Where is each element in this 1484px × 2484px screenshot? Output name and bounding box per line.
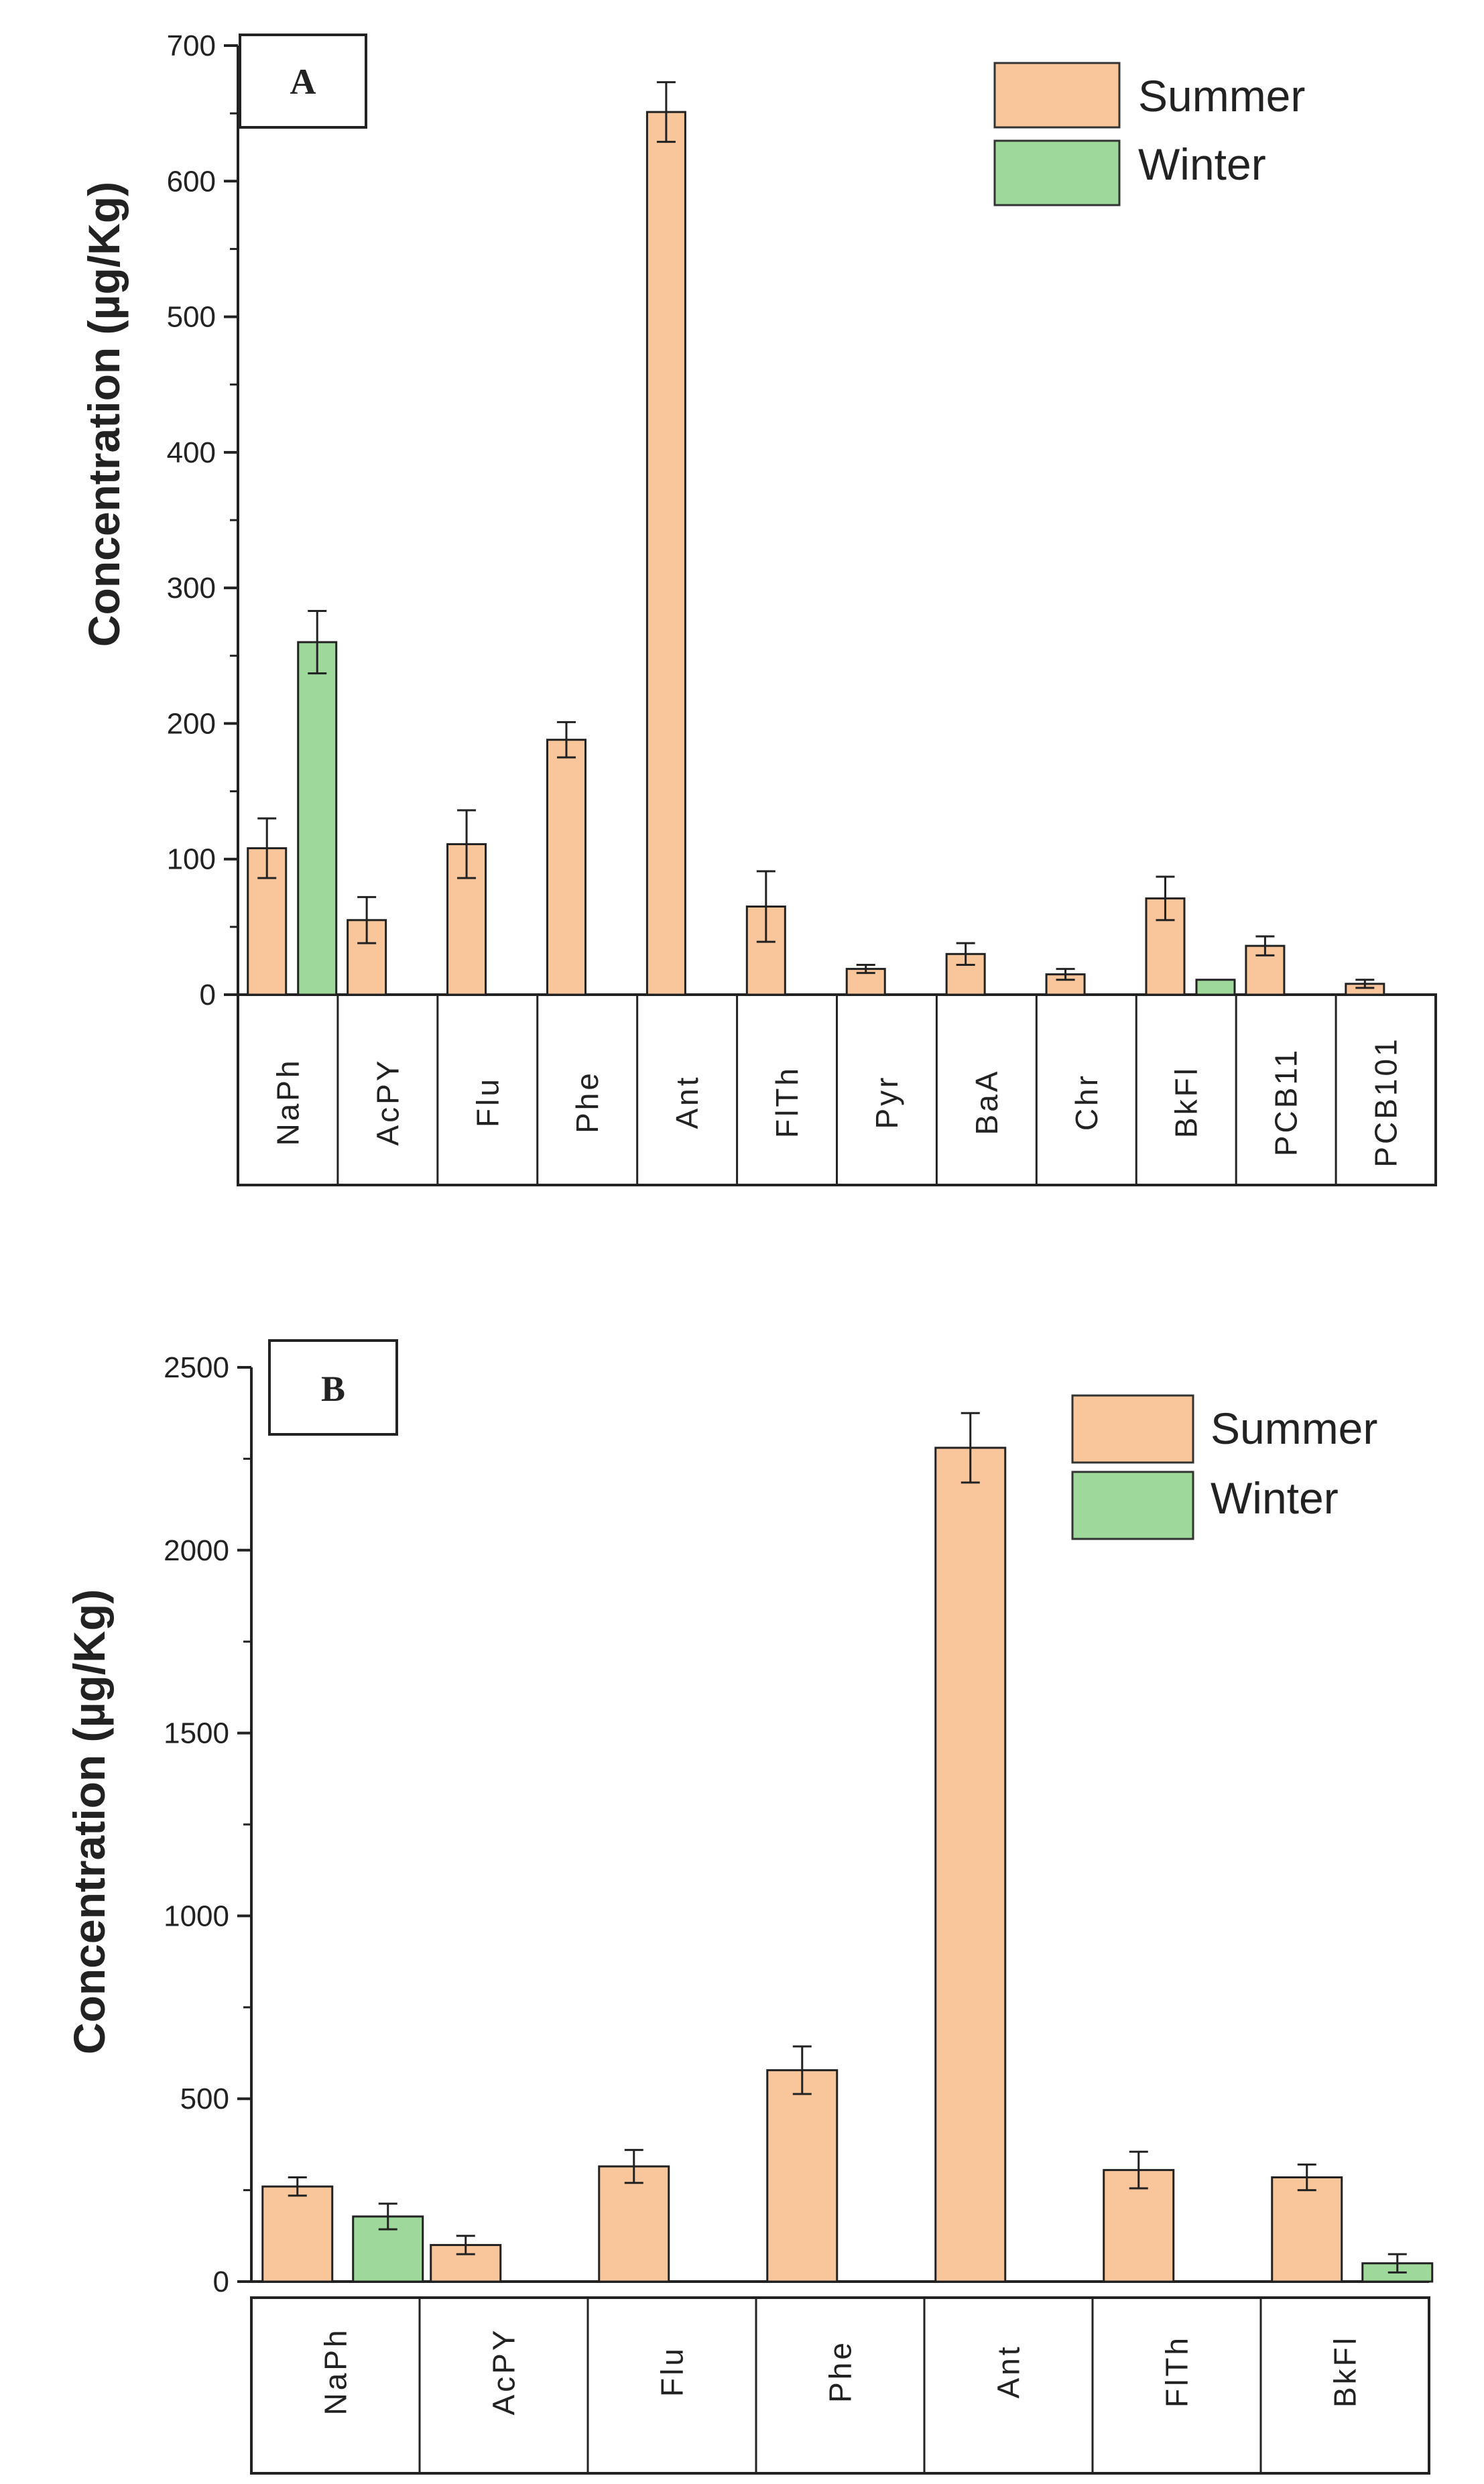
bars bbox=[261, 1412, 1434, 2283]
category-label-ant: Ant bbox=[991, 2344, 1026, 2398]
bars bbox=[247, 81, 1385, 996]
chart-panel-a: 0 100 200 300 400 500 600 700 NaPh AcPY Flu Phe Ant F… bbox=[79, 29, 1437, 1186]
error-bar-summer-chr bbox=[1056, 968, 1075, 981]
legend-swatch-summer bbox=[1071, 1394, 1194, 1464]
bar-summer-phe bbox=[546, 739, 586, 996]
y-tick-label: 200 bbox=[167, 707, 216, 740]
error-bar-summer-pyr bbox=[856, 963, 875, 975]
legend: Summer Winter bbox=[1071, 1394, 1377, 1540]
y-tick-label: 0 bbox=[213, 2265, 229, 2298]
legend: Summer Winter bbox=[993, 62, 1305, 206]
error-bar-winter-bkfl bbox=[1387, 2253, 1407, 2274]
category-label-bkfl: BkFl bbox=[1328, 2335, 1363, 2408]
error-bar-summer-pcb101 bbox=[1355, 979, 1375, 989]
y-tick-label: 300 bbox=[167, 572, 216, 605]
bar-summer-flu bbox=[598, 2165, 670, 2283]
category-label-bkfl: BkFl bbox=[1169, 1066, 1204, 1138]
category-label-acpy: AcPY bbox=[487, 2327, 521, 2415]
chart-panel-b: 0 500 1000 1500 2000 2500 NaPh AcPY Flu Phe Ant FlT… bbox=[64, 1339, 1434, 2475]
category-label-phe: Phe bbox=[823, 2340, 858, 2403]
panel-label: A bbox=[290, 62, 316, 102]
y-tick-label: 600 bbox=[167, 165, 216, 198]
legend-label-winter: Winter bbox=[1138, 139, 1266, 189]
y-tick-label: 1000 bbox=[164, 1900, 229, 1932]
error-bar-summer-flth bbox=[1129, 2150, 1148, 2190]
panel-label-frame bbox=[268, 1339, 398, 1436]
error-bar-summer-flu bbox=[457, 809, 477, 879]
y-tick-label: 400 bbox=[167, 436, 216, 469]
legend-swatch-summer bbox=[993, 62, 1121, 129]
category-label-flu: Flu bbox=[470, 1076, 505, 1127]
category-label-ant: Ant bbox=[670, 1074, 704, 1129]
bar-winter-naph bbox=[297, 641, 338, 996]
panel-label-frame bbox=[239, 34, 367, 129]
y-tick-label: 0 bbox=[200, 979, 216, 1011]
y-axis-title: Concentration (µg/Kg) bbox=[64, 1589, 114, 2054]
category-label-chr: Chr bbox=[1069, 1073, 1104, 1131]
legend-label-summer: Summer bbox=[1211, 1404, 1377, 1453]
y-tick-label: 700 bbox=[167, 29, 216, 62]
panel-label-box: A bbox=[239, 34, 367, 129]
bar-summer-phe bbox=[766, 2069, 839, 2283]
y-axis-title: Concentration (µg/Kg) bbox=[79, 182, 129, 647]
y-tick-label: 500 bbox=[180, 2083, 229, 2115]
error-bar-summer-phe bbox=[792, 2045, 812, 2095]
legend-swatch-winter bbox=[993, 139, 1121, 206]
y-tick-label: 1500 bbox=[164, 1717, 229, 1750]
category-label-flu: Flu bbox=[655, 2346, 690, 2397]
error-bar-summer-acpy bbox=[357, 895, 377, 944]
error-bar-summer-phe bbox=[556, 721, 576, 759]
category-label-naph: NaPh bbox=[270, 1058, 305, 1145]
bar-summer-ant bbox=[645, 111, 686, 996]
category-label-flth: FlTh bbox=[769, 1066, 804, 1138]
bar-summer-bkfl bbox=[1271, 2176, 1343, 2283]
bar-winter-bkfl bbox=[1195, 979, 1236, 996]
legend-label-summer: Summer bbox=[1138, 71, 1305, 121]
y-tick-label: 2500 bbox=[164, 1351, 229, 1384]
category-label-acpy: AcPY bbox=[370, 1058, 405, 1145]
panel-label-box: B bbox=[268, 1339, 398, 1436]
y-tick-label: 500 bbox=[167, 301, 216, 334]
axes: 0 100 200 300 400 500 600 700 NaPh AcPY Flu Phe Ant F… bbox=[167, 29, 1437, 1186]
category-label-pcb11: PCB11 bbox=[1269, 1048, 1304, 1156]
legend-label-winter: Winter bbox=[1211, 1473, 1339, 1523]
error-bar-summer-naph bbox=[288, 2176, 307, 2197]
category-table bbox=[250, 2296, 1430, 2475]
error-bar-summer-ant bbox=[656, 81, 676, 143]
category-label-naph: NaPh bbox=[318, 2327, 353, 2415]
category-label-flth: FlTh bbox=[1160, 2335, 1194, 2408]
legend-swatch-winter bbox=[1071, 1471, 1194, 1540]
error-bar-summer-baa bbox=[956, 942, 975, 966]
y-tick-label: 100 bbox=[167, 843, 216, 876]
category-label-pyr: Pyr bbox=[869, 1075, 904, 1129]
error-bar-summer-naph bbox=[257, 817, 277, 879]
error-bar-summer-bkfl bbox=[1156, 875, 1175, 922]
category-label-baa: BaA bbox=[969, 1069, 1004, 1135]
panel-label: B bbox=[321, 1369, 345, 1409]
error-bar-summer-flu bbox=[624, 2149, 643, 2184]
bar-summer-ant bbox=[934, 1446, 1007, 2283]
bar-summer-naph bbox=[261, 2185, 334, 2283]
error-bar-summer-ant bbox=[961, 1412, 980, 1484]
category-label-phe: Phe bbox=[570, 1070, 605, 1133]
category-label-pcb101: PCB101 bbox=[1369, 1036, 1404, 1167]
error-bar-summer-bkfl bbox=[1297, 2163, 1316, 2192]
error-bar-winter-naph bbox=[308, 610, 327, 675]
y-tick-label: 2000 bbox=[164, 1534, 229, 1567]
error-bar-summer-flth bbox=[756, 870, 776, 943]
error-bar-winter-naph bbox=[378, 2202, 397, 2231]
error-bar-summer-acpy bbox=[456, 2235, 475, 2255]
error-bar-summer-pcb11 bbox=[1255, 935, 1275, 956]
